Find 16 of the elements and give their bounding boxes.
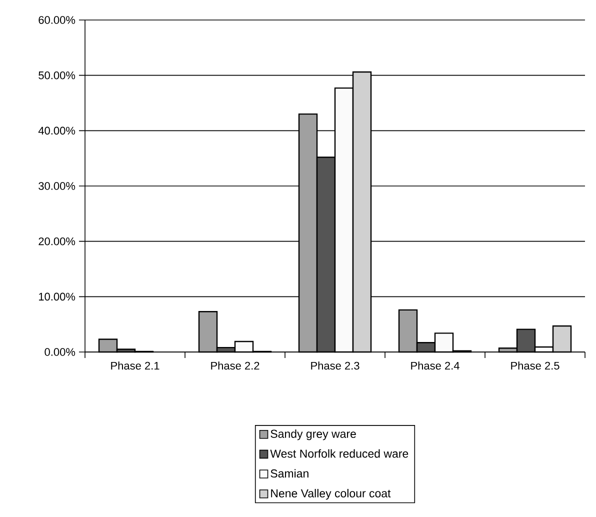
legend-label: Samian [270,469,308,478]
y-tick-label: 60.00% [38,16,76,24]
x-tick-label: Phase 2.5 [511,362,560,370]
x-tick-label: Phase 2.3 [311,362,360,370]
legend-label: Nene Valley colour coat [271,488,391,500]
x-tick-label: Phase 2.1 [111,362,160,370]
legend-label: Sandy grey ware [270,429,356,440]
x-tick-label: Phase 2.2 [211,362,260,370]
y-tick-label: 30.00% [38,182,76,190]
y-tick-label: 0.00% [44,348,76,356]
y-tick-label: 50.00% [38,71,76,80]
legend-label: West Norfolk reduced ware [270,449,408,458]
y-tick-label: 20.00% [38,237,76,246]
x-tick-label: Phase 2.4 [411,362,460,370]
y-tick-label: 40.00% [38,126,76,135]
y-tick-label: 10.00% [38,292,76,301]
